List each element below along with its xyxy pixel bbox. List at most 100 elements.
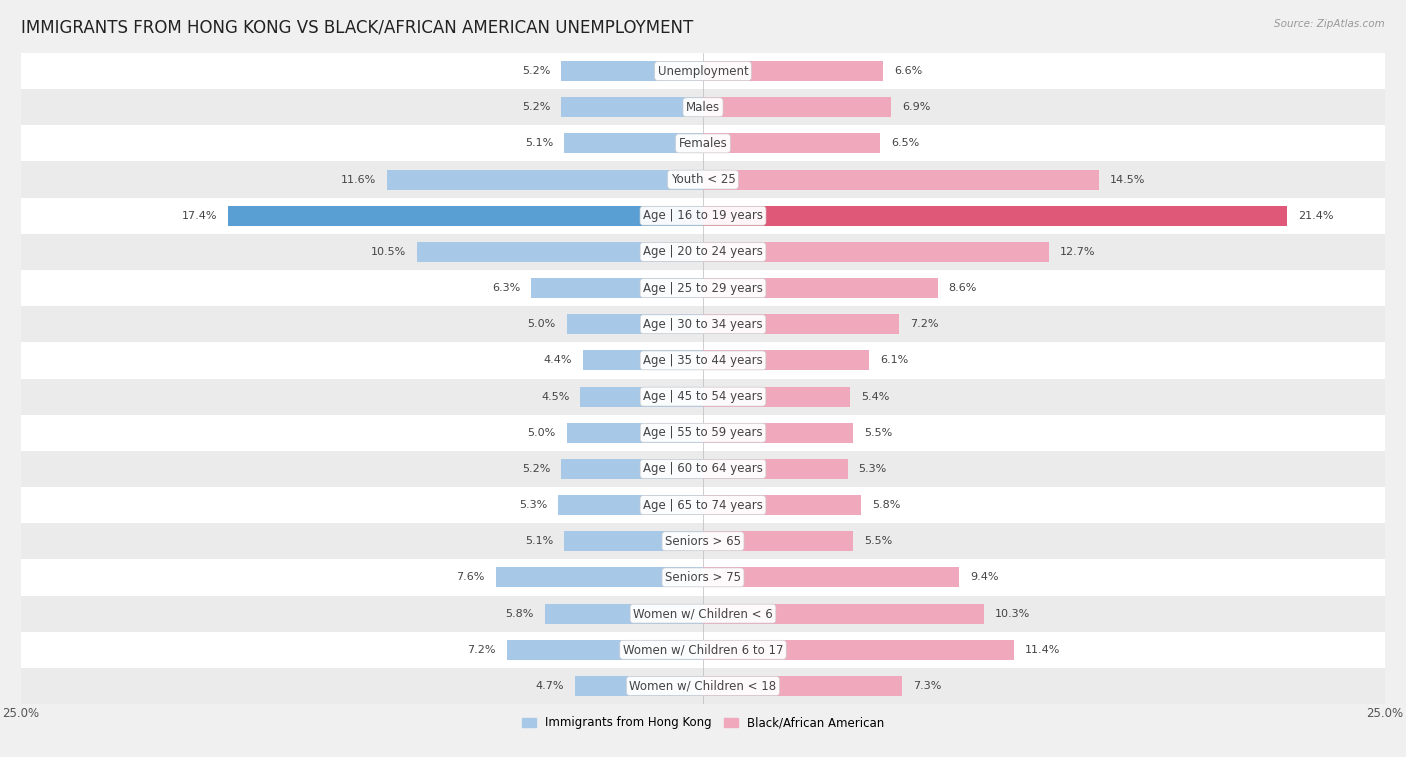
Bar <box>703 676 903 696</box>
Text: 5.2%: 5.2% <box>522 102 550 112</box>
Text: Age | 25 to 29 years: Age | 25 to 29 years <box>643 282 763 294</box>
Bar <box>703 495 862 515</box>
Bar <box>703 278 938 298</box>
Text: 4.4%: 4.4% <box>544 356 572 366</box>
Text: 10.3%: 10.3% <box>995 609 1031 618</box>
Text: 5.3%: 5.3% <box>519 500 547 510</box>
Text: 5.8%: 5.8% <box>506 609 534 618</box>
FancyBboxPatch shape <box>21 126 1385 161</box>
FancyBboxPatch shape <box>21 53 1385 89</box>
Bar <box>703 133 880 154</box>
FancyBboxPatch shape <box>21 668 1385 704</box>
Text: Youth < 25: Youth < 25 <box>671 173 735 186</box>
FancyBboxPatch shape <box>21 89 1385 126</box>
Text: Males: Males <box>686 101 720 114</box>
Bar <box>567 314 703 334</box>
Text: 11.6%: 11.6% <box>340 175 375 185</box>
Text: 4.7%: 4.7% <box>536 681 564 691</box>
Text: Seniors > 75: Seniors > 75 <box>665 571 741 584</box>
Legend: Immigrants from Hong Kong, Black/African American: Immigrants from Hong Kong, Black/African… <box>517 712 889 734</box>
Text: 4.5%: 4.5% <box>541 391 569 401</box>
Text: Women w/ Children < 18: Women w/ Children < 18 <box>630 680 776 693</box>
Text: 9.4%: 9.4% <box>970 572 998 582</box>
Bar <box>703 387 851 407</box>
Bar <box>561 61 703 81</box>
Text: 14.5%: 14.5% <box>1109 175 1144 185</box>
FancyBboxPatch shape <box>21 523 1385 559</box>
Text: Women w/ Children < 6: Women w/ Children < 6 <box>633 607 773 620</box>
Text: Unemployment: Unemployment <box>658 64 748 77</box>
Text: 7.2%: 7.2% <box>910 319 939 329</box>
Bar <box>703 206 1286 226</box>
Text: 5.5%: 5.5% <box>863 536 893 547</box>
FancyBboxPatch shape <box>21 596 1385 631</box>
Bar <box>567 423 703 443</box>
FancyBboxPatch shape <box>21 270 1385 306</box>
FancyBboxPatch shape <box>21 198 1385 234</box>
FancyBboxPatch shape <box>21 487 1385 523</box>
Text: 17.4%: 17.4% <box>181 210 218 221</box>
Bar <box>703 170 1098 189</box>
Text: IMMIGRANTS FROM HONG KONG VS BLACK/AFRICAN AMERICAN UNEMPLOYMENT: IMMIGRANTS FROM HONG KONG VS BLACK/AFRIC… <box>21 19 693 37</box>
Text: 5.1%: 5.1% <box>524 536 553 547</box>
Text: 6.3%: 6.3% <box>492 283 520 293</box>
Text: 5.5%: 5.5% <box>863 428 893 438</box>
Text: 8.6%: 8.6% <box>949 283 977 293</box>
Bar <box>506 640 703 659</box>
Bar <box>703 350 869 370</box>
Text: Age | 20 to 24 years: Age | 20 to 24 years <box>643 245 763 258</box>
Text: 5.0%: 5.0% <box>527 319 555 329</box>
Text: 10.5%: 10.5% <box>370 247 406 257</box>
Text: 21.4%: 21.4% <box>1298 210 1333 221</box>
Text: 6.6%: 6.6% <box>894 66 922 76</box>
Bar <box>581 387 703 407</box>
Text: 6.1%: 6.1% <box>880 356 908 366</box>
Text: Women w/ Children 6 to 17: Women w/ Children 6 to 17 <box>623 643 783 656</box>
Text: 6.5%: 6.5% <box>891 139 920 148</box>
FancyBboxPatch shape <box>21 378 1385 415</box>
Bar <box>703 61 883 81</box>
Bar <box>703 531 853 551</box>
Bar <box>703 640 1014 659</box>
Text: 12.7%: 12.7% <box>1060 247 1095 257</box>
Text: 11.4%: 11.4% <box>1025 645 1060 655</box>
Text: 5.4%: 5.4% <box>862 391 890 401</box>
Text: Source: ZipAtlas.com: Source: ZipAtlas.com <box>1274 19 1385 29</box>
Text: 5.2%: 5.2% <box>522 66 550 76</box>
Bar <box>416 242 703 262</box>
Bar <box>496 568 703 587</box>
Text: 7.2%: 7.2% <box>467 645 496 655</box>
Text: 5.2%: 5.2% <box>522 464 550 474</box>
Bar <box>703 603 984 624</box>
FancyBboxPatch shape <box>21 415 1385 451</box>
Bar <box>703 423 853 443</box>
Text: Age | 60 to 64 years: Age | 60 to 64 years <box>643 463 763 475</box>
Text: Age | 55 to 59 years: Age | 55 to 59 years <box>643 426 763 439</box>
FancyBboxPatch shape <box>21 306 1385 342</box>
Bar <box>703 568 959 587</box>
Bar <box>531 278 703 298</box>
Bar <box>703 98 891 117</box>
Bar <box>703 314 900 334</box>
Text: Females: Females <box>679 137 727 150</box>
FancyBboxPatch shape <box>21 234 1385 270</box>
FancyBboxPatch shape <box>21 342 1385 378</box>
Text: Age | 35 to 44 years: Age | 35 to 44 years <box>643 354 763 367</box>
Bar <box>387 170 703 189</box>
Bar <box>558 495 703 515</box>
Text: Age | 65 to 74 years: Age | 65 to 74 years <box>643 499 763 512</box>
Bar <box>703 459 848 479</box>
Bar <box>561 98 703 117</box>
Text: 5.3%: 5.3% <box>859 464 887 474</box>
Text: 5.8%: 5.8% <box>872 500 900 510</box>
Text: 7.6%: 7.6% <box>457 572 485 582</box>
FancyBboxPatch shape <box>21 559 1385 596</box>
FancyBboxPatch shape <box>21 161 1385 198</box>
Text: 5.0%: 5.0% <box>527 428 555 438</box>
Text: Age | 30 to 34 years: Age | 30 to 34 years <box>643 318 763 331</box>
Text: 5.1%: 5.1% <box>524 139 553 148</box>
Text: 6.9%: 6.9% <box>903 102 931 112</box>
Bar <box>561 459 703 479</box>
Text: 7.3%: 7.3% <box>912 681 942 691</box>
Text: Age | 16 to 19 years: Age | 16 to 19 years <box>643 209 763 223</box>
